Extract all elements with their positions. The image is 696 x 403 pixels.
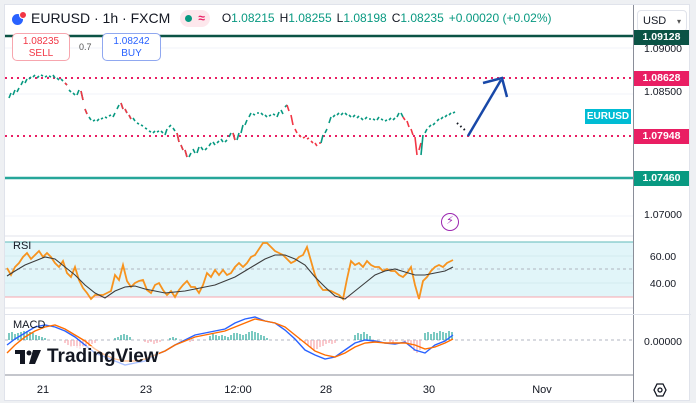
time-tick: 21 <box>36 384 50 396</box>
rsi-line <box>6 242 454 301</box>
currency-value: USD <box>643 15 667 27</box>
candlesticks <box>8 74 456 158</box>
price-label-1-09128: 1.09128 <box>634 30 689 45</box>
price-tick: 1.07000 <box>644 209 682 221</box>
time-tick: 23 <box>139 384 153 396</box>
sell-label: SELL <box>28 48 54 59</box>
time-tick: Nov <box>532 384 552 396</box>
time-tick: 28 <box>319 384 333 396</box>
ohlc-values: O1.08215 H1.08255 L1.08198 C1.08235 +0.0… <box>222 11 552 25</box>
settings-gear-icon[interactable] <box>653 383 667 397</box>
time-tick: 12:00 <box>224 384 252 396</box>
close-label: C <box>391 11 401 25</box>
price-label-1-08628: 1.08628 <box>634 71 689 86</box>
close-value: 1.08235 <box>400 11 444 25</box>
sell-price: 1.08235 <box>22 36 60 47</box>
symbol-title[interactable]: EURUSD · 1h · FXCM <box>31 10 171 26</box>
buy-price: 1.08242 <box>113 36 150 47</box>
low-label: L <box>336 11 344 25</box>
tradingview-logo[interactable]: TradingView <box>15 346 159 368</box>
eurusd-flag-icon <box>11 10 27 26</box>
sell-button[interactable]: 1.08235 SELL <box>12 33 70 61</box>
time-axis[interactable]: 21 23 12:00 28 30 Nov <box>5 376 633 402</box>
market-status-pill[interactable]: ≈ <box>180 9 210 27</box>
price-tick: 1.08500 <box>644 86 682 98</box>
time-tick: 30 <box>422 384 436 396</box>
open-label: O <box>221 11 232 25</box>
lightning-event-icon[interactable]: ⚡ <box>441 213 459 231</box>
rsi-tick: 60.00 <box>649 251 677 263</box>
spread-value: 0.7 <box>79 42 92 52</box>
projection-dots <box>456 122 468 133</box>
arrow-head-icon <box>482 76 509 98</box>
tradingview-logo-icon <box>15 350 41 364</box>
high-label: H <box>279 11 289 25</box>
buy-label: BUY <box>121 48 142 59</box>
currency-select[interactable]: USD ▾ <box>637 10 687 32</box>
macd-title[interactable]: MACD <box>13 319 46 331</box>
signal-line <box>6 318 454 362</box>
pane-separator[interactable] <box>5 314 691 315</box>
high-value: 1.08255 <box>288 11 332 25</box>
chart-frame: EURUSD · 1h · FXCM ≈ O1.08215 H1.08255 L… <box>4 4 691 402</box>
chevron-down-icon: ▾ <box>676 16 681 26</box>
rsi-title[interactable]: RSI <box>13 240 32 252</box>
price-label-1-07948: 1.07948 <box>634 129 689 144</box>
main-chart-canvas[interactable] <box>5 5 633 376</box>
tradingview-logo-text: TradingView <box>47 346 159 367</box>
rsi-tick: 40.00 <box>649 278 677 290</box>
price-label-1-07460: 1.07460 <box>634 171 689 186</box>
price-tick: 1.09000 <box>644 43 682 55</box>
symbol-tag: EURUSD <box>585 109 631 124</box>
open-value: 1.08215 <box>231 11 275 25</box>
change-value: +0.00020 (+0.02%) <box>448 11 552 25</box>
low-value: 1.08198 <box>343 11 387 25</box>
macd-histogram <box>8 331 453 353</box>
legend-header: EURUSD · 1h · FXCM ≈ O1.08215 H1.08255 L… <box>5 5 633 31</box>
price-axis-separator <box>633 5 634 402</box>
buy-button[interactable]: 1.08242 BUY <box>102 33 161 61</box>
macd-tick: 0.00000 <box>644 336 682 348</box>
rsi-ma-line <box>6 254 454 300</box>
market-open-dot-icon <box>185 14 193 22</box>
projection-arrow <box>466 79 503 137</box>
delayed-data-icon: ≈ <box>198 11 205 25</box>
